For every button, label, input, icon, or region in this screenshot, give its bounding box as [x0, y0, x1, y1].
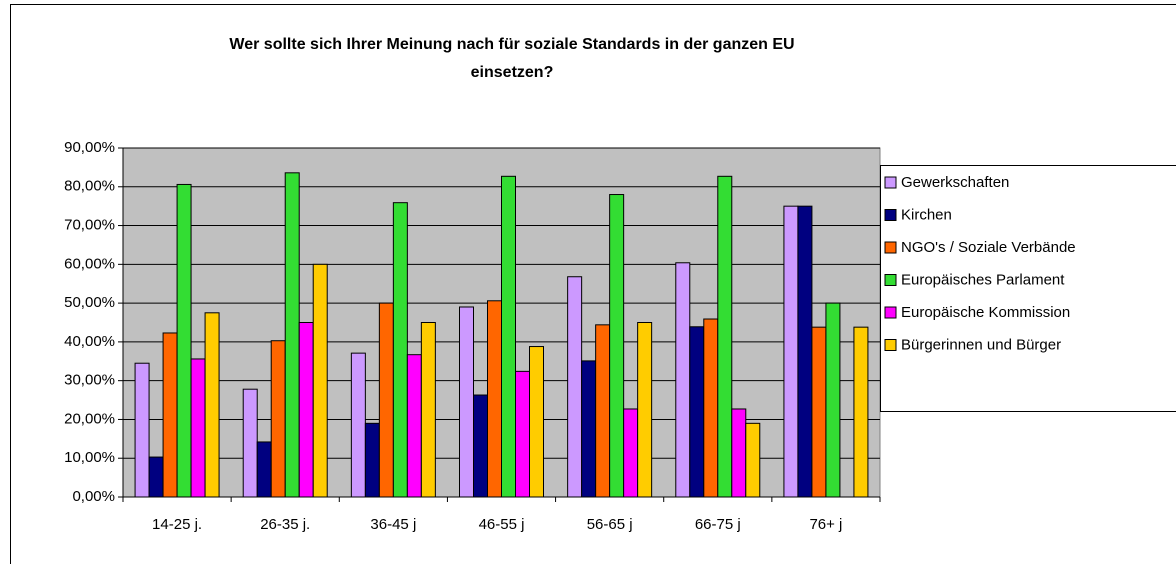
bar [515, 370, 530, 498]
bar [134, 362, 150, 498]
y-tick-label: 0,00% [72, 488, 115, 505]
bar [256, 441, 272, 498]
bar [731, 408, 747, 498]
bar [392, 202, 408, 498]
bar [364, 422, 380, 498]
legend-label: NGO's / Soziale Verbände [901, 239, 1076, 256]
bar [609, 194, 625, 498]
bar [378, 302, 394, 498]
bar [487, 300, 502, 498]
y-tick-label: 40,00% [64, 333, 115, 350]
y-tick-label: 50,00% [64, 294, 115, 311]
legend-label: Europäisches Parlament [901, 271, 1065, 288]
legend-swatch [884, 274, 897, 286]
legend-label: Gewerkschaften [901, 174, 1009, 191]
x-tick-label: 46-55 j [479, 516, 525, 533]
y-tick-label: 10,00% [64, 449, 115, 466]
y-tick-label: 20,00% [64, 410, 115, 427]
bar [406, 354, 422, 498]
x-tick-label: 76+ j [809, 516, 842, 533]
bar [529, 346, 544, 498]
bar [825, 302, 841, 498]
legend-swatch [884, 176, 897, 189]
y-tick-label: 60,00% [64, 255, 115, 272]
x-tick-label: 66-75 j [695, 516, 741, 533]
bar [162, 332, 178, 498]
bar [190, 358, 206, 498]
bar [637, 322, 653, 498]
bar [717, 175, 733, 498]
legend-swatch [884, 241, 897, 254]
legend-box [880, 165, 1176, 412]
bar [284, 172, 300, 498]
legend-swatch [884, 306, 897, 319]
legend-label: Europäische Kommission [901, 304, 1070, 321]
x-tick-label: 56-65 j [587, 516, 633, 533]
bar [420, 322, 436, 498]
legend-label: Kirchen [901, 206, 952, 223]
x-tick-label: 36-45 j [370, 516, 416, 533]
bar [473, 394, 488, 498]
bar [689, 326, 705, 498]
bar [745, 422, 761, 498]
bar [242, 388, 258, 498]
bar [675, 262, 691, 498]
bar [783, 205, 799, 498]
y-tick-label: 80,00% [64, 178, 115, 195]
y-tick-label: 30,00% [64, 372, 115, 389]
bar [270, 340, 286, 498]
bar [312, 263, 328, 498]
legend-swatch [884, 339, 897, 351]
bar [623, 408, 639, 498]
legend-swatch [884, 209, 897, 221]
chart-title: einsetzen? [471, 64, 554, 81]
x-tick-label: 26-35 j. [260, 516, 310, 533]
bar [148, 456, 164, 498]
y-tick-label: 70,00% [64, 217, 115, 234]
bar [204, 312, 220, 498]
bar [703, 318, 719, 498]
bar [459, 306, 474, 498]
chart-title: Wer sollte sich Ihrer Meinung nach für s… [229, 36, 794, 53]
bar [501, 175, 516, 498]
bar [298, 322, 314, 498]
bar [797, 205, 813, 498]
bar [567, 276, 583, 498]
bar [581, 360, 597, 498]
bar [176, 183, 192, 498]
bar [811, 326, 827, 498]
bar [350, 352, 366, 498]
bar [595, 324, 611, 498]
x-tick-label: 14-25 j. [152, 516, 202, 533]
legend-label: Bürgerinnen und Bürger [901, 336, 1061, 353]
bar [853, 326, 869, 498]
y-tick-label: 90,00% [64, 139, 115, 156]
